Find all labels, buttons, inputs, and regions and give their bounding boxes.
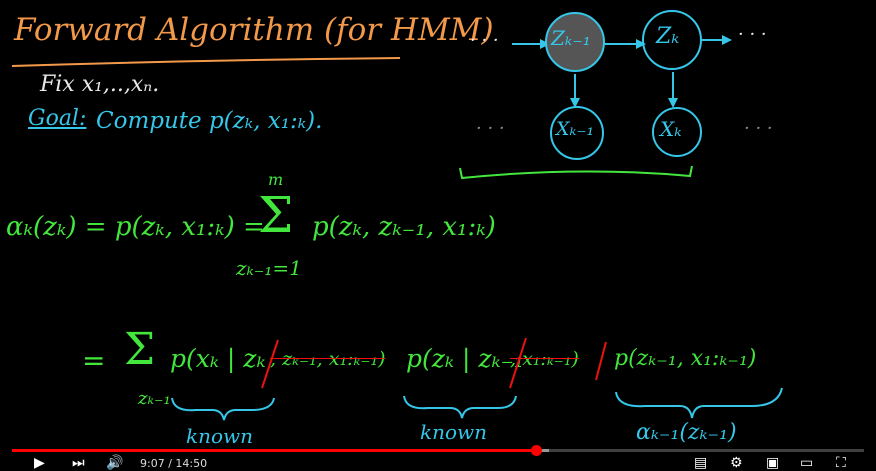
eq2-sum: Σ bbox=[124, 324, 156, 375]
dots-right-top: · · · bbox=[738, 24, 767, 45]
eq1-lhs: αₖ(zₖ) = p(zₖ, x₁:ₖ) = bbox=[6, 212, 265, 242]
progress-played bbox=[12, 449, 536, 452]
settings-icon[interactable]: ⚙ bbox=[730, 455, 743, 471]
label-known-1: known bbox=[186, 424, 254, 448]
player-controls: ▶ ⏭ 🔊 9:07 / 14:50 ▤ ⚙ ▣ ▭ ⛶ bbox=[0, 455, 876, 471]
dots-left-top: · · · bbox=[470, 30, 499, 51]
eq2-sum-bottom: zₖ₋₁ bbox=[138, 388, 171, 409]
goal-label: Goal: bbox=[28, 106, 87, 131]
time-display: 9:07 / 14:50 bbox=[140, 457, 208, 470]
node-zk-label: Zₖ bbox=[656, 24, 680, 49]
eq2-sign: = bbox=[82, 344, 106, 377]
eq1-sum-top: m bbox=[268, 170, 284, 189]
fix-line: Fix x₁,..,xₙ. bbox=[40, 72, 160, 97]
label-alpha: αₖ₋₁(zₖ₋₁) bbox=[636, 420, 737, 445]
slide-title: Forward Algorithm (for HMM) bbox=[14, 12, 494, 48]
eq2-term3: p(zₖ₋₁, x₁:ₖ₋₁) bbox=[614, 346, 757, 371]
play-icon[interactable]: ▶ bbox=[34, 455, 45, 471]
node-xk-minus-1 bbox=[550, 106, 604, 160]
progress-bar[interactable] bbox=[12, 445, 864, 456]
miniplayer-icon[interactable]: ▣ bbox=[766, 455, 780, 471]
node-zk-minus-1 bbox=[545, 12, 605, 72]
dots-right-bottom: · · · bbox=[744, 118, 773, 139]
captions-icon[interactable]: ▤ bbox=[694, 455, 708, 471]
eq2-term2: p(zₖ | zₖ₋₁ bbox=[406, 344, 524, 373]
label-known-2: known bbox=[420, 420, 488, 444]
eq1-sum: Σ bbox=[258, 186, 294, 244]
theater-mode-icon[interactable]: ▭ bbox=[800, 455, 814, 471]
node-xk bbox=[652, 107, 702, 157]
eq2-term2-struck: , x₁:ₖ₋₁) bbox=[510, 348, 579, 370]
eq2-term1: p(xₖ | zₖ bbox=[170, 344, 266, 373]
dots-left-bottom: · · · bbox=[476, 118, 505, 139]
node-xk-minus-1-label: Xₖ₋₁ bbox=[556, 118, 595, 140]
goal-text: Compute p(zₖ, x₁:ₖ). bbox=[96, 108, 323, 134]
progress-scrubber[interactable] bbox=[530, 445, 542, 456]
volume-icon[interactable]: 🔊 bbox=[106, 455, 124, 471]
node-zk-minus-1-label: Zₖ₋₁ bbox=[551, 26, 591, 50]
next-icon[interactable]: ⏭ bbox=[72, 455, 85, 471]
node-xk-label: Xₖ bbox=[660, 117, 682, 141]
eq1-sum-bottom: zₖ₋₁=1 bbox=[236, 256, 302, 280]
node-zk bbox=[642, 10, 702, 70]
fullscreen-icon[interactable]: ⛶ bbox=[836, 455, 846, 471]
eq2-term1-struck: , zₖ₋₁, x₁:ₖ₋₁) bbox=[270, 348, 386, 370]
eq1-rhs: p(zₖ, zₖ₋₁, x₁:ₖ) bbox=[312, 212, 496, 242]
